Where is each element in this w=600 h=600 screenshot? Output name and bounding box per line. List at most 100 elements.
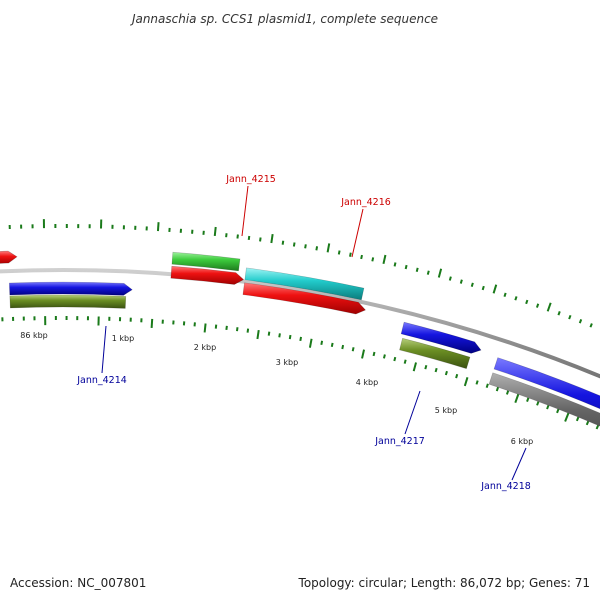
tick-mark-outer [481,285,485,291]
tick-mark-inner [455,373,459,379]
tick-mark-inner [595,424,600,430]
tick-mark-outer [270,233,274,244]
gene-label-jann-4216[interactable]: Jann_4216 [340,197,391,208]
tick-mark-outer [326,243,331,253]
tick-mark-inner [330,342,334,348]
tick-mark-outer [525,299,529,305]
tick-mark-outer [459,279,463,284]
tick-mark-inner [382,354,386,359]
tick-mark-inner [546,404,550,410]
tick-mark-inner [495,386,500,392]
leader-line-jann-4214 [101,325,107,374]
tick-mark-inner [299,336,303,342]
tick-label-5kbp: 5 kbp [435,406,457,415]
tick-mark-outer [470,282,474,288]
tick-label-4kbp: 4 kbp [356,378,378,387]
gene-arc-olive-jann-4214[interactable] [9,294,127,309]
tick-mark-outer [589,323,593,328]
tick-mark-outer [349,252,352,257]
tick-label-1kbp: 1 kbp [112,334,134,343]
tick-mark-inner [235,327,239,332]
tick-mark-outer [492,284,498,294]
tick-mark-outer [437,268,443,278]
tick-mark-outer [360,254,363,260]
tick-mark-outer [213,226,217,237]
tick-mark-inner [403,359,407,364]
tick-mark-outer [503,292,507,298]
gene-arc-blue-jann-4217[interactable] [400,321,482,354]
tick-label-86kbp: 86 kbp [20,331,48,340]
gene-arc-red-jann-4215[interactable] [170,265,245,285]
tick-mark-outer [315,246,319,251]
tick-mark-inner [393,356,397,362]
tick-mark-inner [320,340,324,345]
tick-mark-inner [256,329,260,340]
tick-mark-outer [448,276,452,281]
tick-mark-outer [426,270,430,275]
tick-mark-outer [281,240,285,245]
tick-mark-inner [412,362,417,372]
tick-mark-inner [434,367,438,373]
tick-mark-inner [463,377,469,387]
tick-mark-outer [337,250,341,255]
gene-label-jann-4215[interactable]: Jann_4215 [225,174,276,185]
tick-mark-outer [247,235,251,241]
tick-mark-inner [267,331,271,336]
tick-mark-inner [424,365,428,370]
tick-mark-outer [156,222,160,232]
tick-ring-outer [8,219,593,328]
tick-mark-inner [372,351,376,357]
tick-mark-outer [557,311,561,316]
genome-summary-text: Topology: circular; Length: 86,072 bp; G… [298,576,590,590]
tick-mark-outer [514,296,518,301]
tick-mark-outer [371,257,375,262]
leader-line-jann-4217 [404,390,421,435]
gene-arc-gray-jann-4218[interactable] [488,372,600,465]
label-leader-lines [101,185,527,481]
tick-mark-inner [505,390,510,395]
tick-label-3kbp: 3 kbp [276,358,298,367]
tick-ring-inner [1,316,600,430]
leader-line-jann-4215 [241,185,249,237]
tick-mark-inner [351,347,355,352]
gene-label-jann-4214[interactable]: Jann_4214 [76,375,127,386]
tick-mark-inner [203,323,207,333]
gene-features [0,250,600,465]
tick-mark-inner [564,412,570,422]
tick-mark-outer [568,314,572,320]
gene-arc-cyan-jann-4216[interactable] [244,267,365,301]
tick-mark-inner [575,416,580,422]
tick-mark-inner [278,333,281,338]
gene-arc-blue-jann-4218[interactable] [493,357,600,451]
tick-mark-outer [292,242,296,247]
tick-mark-inner [246,328,250,333]
leader-line-jann-4218 [511,447,527,481]
gene-arc-olive-jann-4217[interactable] [399,337,471,370]
gene-label-jann-4218[interactable]: Jann_4218 [480,481,531,492]
tick-mark-inner [475,380,479,385]
gene-arc-red-jann-4216[interactable] [242,282,366,315]
tick-mark-outer [404,264,408,270]
tick-label-6kbp: 6 kbp [511,437,533,446]
gene-arc-red-partial[interactable] [0,250,18,264]
gene-arc-green-jann-4215[interactable] [171,251,241,272]
tick-mark-outer [382,254,387,265]
tick-mark-inner [585,420,590,426]
tick-mark-inner [556,408,560,414]
tick-mark-inner [485,383,489,388]
tick-mark-outer [415,267,419,272]
tick-mark-inner [526,397,530,402]
gene-label-jann-4217[interactable]: Jann_4217 [374,436,425,447]
tick-mark-outer [535,303,540,308]
tick-mark-inner [308,338,313,348]
tick-mark-inner [536,401,540,406]
leader-line-jann-4216 [351,208,364,258]
accession-text: Accession: NC_007801 [10,576,147,590]
tick-mark-outer [546,302,552,312]
tick-mark-outer [393,262,397,267]
plasmid-backbone [0,267,600,379]
tick-mark-inner [514,393,520,404]
map-title: Jannaschia sp. CCS1 plasmid1, complete s… [130,12,438,26]
gene-arc-blue-jann-4214[interactable] [9,281,133,296]
